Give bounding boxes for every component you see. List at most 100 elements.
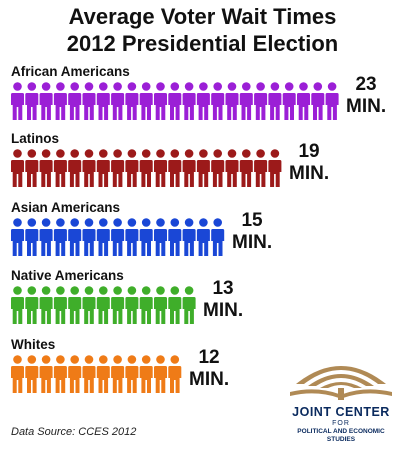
person-icon [11, 82, 24, 120]
person-icon [154, 286, 167, 324]
person-icon [239, 149, 253, 187]
person-icon [111, 286, 125, 324]
value-number: 19 [298, 141, 320, 162]
person-icon [11, 286, 24, 324]
logo-subtitle-1: POLITICAL AND ECONOMIC [297, 428, 385, 435]
person-icon [139, 218, 153, 256]
chart-title-line-1: Average Voter Wait Times [68, 4, 337, 29]
person-icon [39, 149, 53, 187]
person-icon [96, 82, 110, 120]
person-icon [168, 355, 182, 393]
person-icon [154, 149, 167, 187]
person-icon [311, 82, 325, 120]
value-label: 15 MIN. [232, 210, 272, 254]
person-icon [53, 355, 67, 393]
person-icon [168, 82, 182, 120]
person-icon [154, 82, 167, 120]
data-source: Data Source: CCES 2012 [11, 426, 137, 438]
person-icon [125, 286, 139, 324]
value-label: 13 MIN. [203, 278, 243, 322]
person-icon [53, 149, 67, 187]
person-icon [325, 82, 339, 120]
value-unit: MIN. [289, 163, 330, 184]
person-icon [139, 82, 153, 120]
person-icon [82, 286, 96, 324]
person-icon [125, 355, 139, 393]
person-icon [39, 286, 53, 324]
category-label: Whites [11, 337, 56, 352]
category-label: Native Americans [11, 268, 124, 283]
person-icon [96, 149, 110, 187]
person-icon [25, 286, 39, 324]
category-label: African Americans [11, 64, 130, 79]
value-label: 12 MIN. [189, 347, 229, 391]
person-icon [125, 218, 139, 256]
category-label: Asian Americans [11, 200, 121, 215]
person-icon [82, 355, 96, 393]
pictogram-bar [11, 82, 339, 120]
value-unit: MIN. [232, 232, 273, 253]
person-icon [53, 286, 67, 324]
sun-book-icon [290, 366, 392, 400]
person-icon [68, 82, 82, 120]
person-icon [25, 82, 39, 120]
person-icon [196, 218, 210, 256]
person-icon [11, 149, 24, 187]
person-icon [211, 218, 225, 256]
person-icon [239, 82, 253, 120]
value-number: 23 [355, 74, 377, 95]
value-number: 13 [212, 278, 234, 299]
person-icon [196, 149, 210, 187]
logo-name: JOINT CENTER [292, 405, 390, 419]
person-icon [68, 218, 82, 256]
person-icon [39, 355, 53, 393]
person-icon [254, 149, 268, 187]
person-icon [39, 218, 53, 256]
person-icon [268, 82, 282, 120]
person-icon [139, 355, 153, 393]
person-icon [196, 82, 210, 120]
person-icon [154, 355, 167, 393]
person-icon [282, 82, 296, 120]
person-icon [225, 82, 239, 120]
person-icon [111, 82, 125, 120]
person-icon [168, 149, 182, 187]
person-icon [53, 82, 67, 120]
person-icon [111, 218, 125, 256]
person-icon [125, 82, 139, 120]
chart-title-line-2: 2012 Presidential Election [66, 31, 339, 56]
category-label: Latinos [11, 131, 60, 146]
person-icon [39, 82, 53, 120]
value-label: 23 MIN. [346, 74, 386, 118]
person-icon [154, 218, 167, 256]
person-icon [182, 149, 196, 187]
pictogram-bar [11, 355, 182, 393]
pictogram-bar [11, 149, 282, 187]
person-icon [68, 149, 82, 187]
person-icon [225, 149, 239, 187]
person-icon [182, 82, 196, 120]
person-icon [11, 218, 24, 256]
person-icon [168, 218, 182, 256]
person-icon [25, 149, 39, 187]
person-icon [68, 355, 82, 393]
person-icon [82, 149, 96, 187]
value-number: 12 [198, 347, 220, 368]
value-unit: MIN. [346, 96, 387, 117]
person-icon [96, 218, 110, 256]
person-icon [82, 82, 96, 120]
person-icon [182, 286, 196, 324]
person-icon [211, 82, 225, 120]
logo-subtitle-2: STUDIES [326, 436, 356, 443]
person-icon [96, 355, 110, 393]
person-icon [125, 149, 139, 187]
person-icon [111, 355, 125, 393]
joint-center-logo: JOINT CENTER FOR POLITICAL AND ECONOMIC … [282, 348, 400, 448]
person-icon [96, 286, 110, 324]
person-icon [25, 218, 39, 256]
value-number: 15 [241, 210, 263, 231]
person-icon [139, 149, 153, 187]
value-unit: MIN. [203, 300, 244, 321]
person-icon [25, 355, 39, 393]
person-icon [168, 286, 182, 324]
